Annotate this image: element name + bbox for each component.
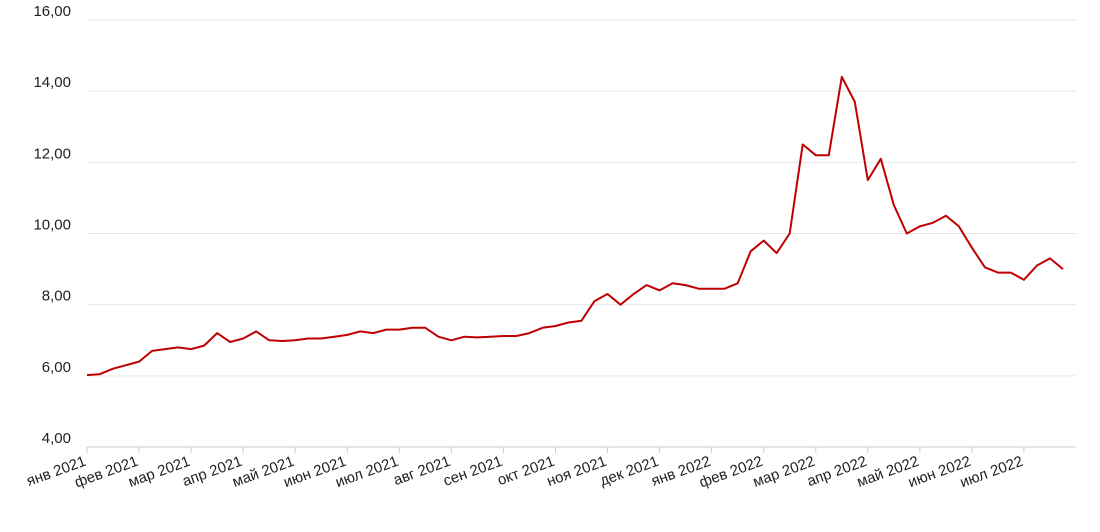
y-tick-label: 10,00 <box>33 216 71 233</box>
line <box>86 75 1064 377</box>
y-tick-label: 6,00 <box>42 359 71 376</box>
x-tick-label: ноя 2021 <box>545 453 609 490</box>
y-tick-label: 4,00 <box>42 430 71 447</box>
y-tick-label: 16,00 <box>33 3 71 20</box>
y-tick-label: 8,00 <box>42 288 71 305</box>
y-tick-label: 12,00 <box>33 145 71 162</box>
x-tick-label: сен 2021 <box>441 453 505 490</box>
y-tick-label: 14,00 <box>33 74 71 91</box>
x-tick-label: дек 2021 <box>598 453 661 490</box>
